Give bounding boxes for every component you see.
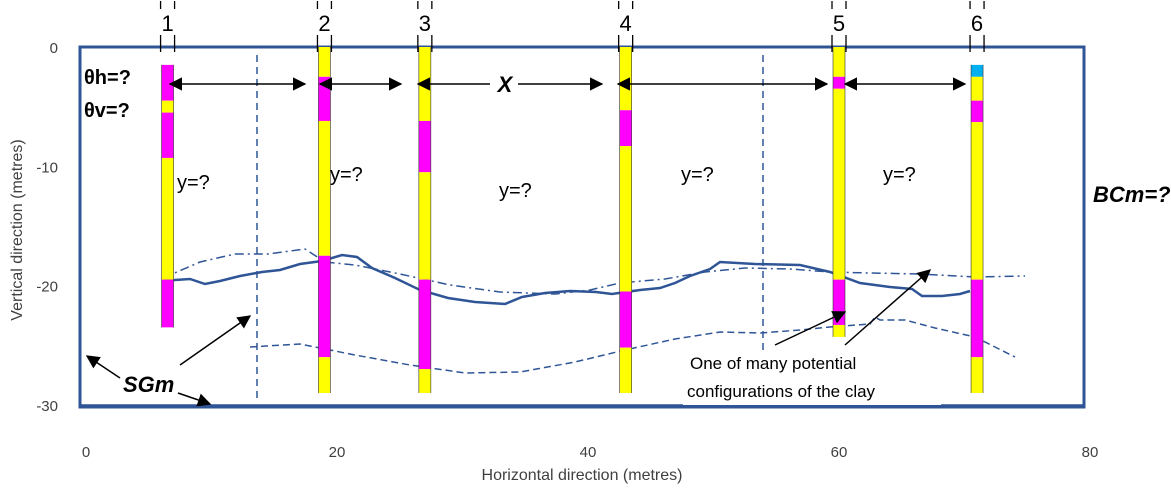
- spacing-x-label: X: [496, 72, 514, 97]
- borehole-label-background: [314, 9, 335, 35]
- boundary-condition-label: BCm=?: [1093, 182, 1171, 207]
- borehole-segment-sand: [833, 47, 845, 77]
- y-label: y=?: [330, 164, 363, 186]
- borehole-segment-clay: [318, 255, 331, 358]
- clay-contact-dashdot-line: [162, 248, 1026, 295]
- borehole-segment-clay: [833, 76, 845, 89]
- x-tick-label: 60: [831, 444, 848, 461]
- borehole-label: 1: [161, 11, 173, 36]
- x-tick-label: 0: [82, 444, 90, 461]
- borehole-3: 3: [414, 1, 435, 393]
- theta-h-label: θh=?: [84, 67, 131, 89]
- x-tick-label: 20: [329, 444, 346, 461]
- borehole-segment-sand: [161, 157, 174, 280]
- clay-config-arrow: [844, 269, 932, 346]
- y-axis-label: Vertical direction (metres): [9, 139, 26, 320]
- borehole-segment-sand: [971, 357, 984, 393]
- borehole-segment-sand: [418, 369, 431, 393]
- borehole-segment-clay: [619, 110, 632, 147]
- borehole-4: 4: [615, 1, 636, 393]
- y-label: y=?: [499, 180, 532, 202]
- y-label: y=?: [883, 164, 916, 186]
- borehole-label: 2: [318, 11, 330, 36]
- borehole-segment-clay: [161, 112, 174, 158]
- borehole-segment-clay: [619, 291, 632, 348]
- borehole-segment-sand: [318, 120, 331, 256]
- x-axis-label: Horizontal direction (metres): [482, 467, 683, 484]
- borehole-segment-sand: [318, 357, 331, 393]
- clay-contact-solid-line: [162, 253, 971, 306]
- borehole-segment-sand: [971, 122, 984, 280]
- borehole-segment-clay: [161, 279, 174, 328]
- borehole-segment-clay: [971, 100, 984, 123]
- borehole-segment-sand: [619, 47, 632, 111]
- borehole-segment-clay: [971, 279, 984, 358]
- borehole-segment-sand: [833, 88, 845, 280]
- borehole-segment-sand: [418, 172, 431, 280]
- y-tick-label: -20: [36, 279, 58, 296]
- site-frame: [78, 45, 1086, 409]
- borehole-2: 2: [314, 1, 335, 393]
- clay-config-arrow: [774, 311, 847, 346]
- borehole-segment-sand: [161, 100, 174, 113]
- borehole-1: 1: [157, 1, 178, 328]
- x-tick-labels: 0 20 40 60 80: [82, 444, 1099, 461]
- y-tick-label: -30: [36, 398, 58, 415]
- borehole-segment-clay: [418, 279, 431, 370]
- borehole-segment-water: [971, 64, 984, 77]
- borehole-6: 6: [967, 1, 988, 393]
- clay-config-label: One of many potential configurations of …: [687, 354, 876, 401]
- borehole-segment-sand: [619, 146, 632, 292]
- borehole-segment-clay: [833, 279, 845, 325]
- x-tick-label: 40: [580, 444, 597, 461]
- site-geometry-arrow: [85, 355, 121, 379]
- y-label: y=?: [681, 164, 714, 186]
- site-geometry-arrow: [179, 315, 252, 366]
- borehole-label-background: [615, 9, 636, 35]
- borehole-label-background: [157, 9, 178, 35]
- borehole-segment-sand: [833, 324, 845, 337]
- borehole-label: 4: [620, 11, 632, 36]
- borehole-segment-clay: [418, 120, 431, 173]
- borehole-segment-sand: [619, 347, 632, 393]
- y-tick-labels: 0 -10 -20 -30: [36, 40, 58, 415]
- y-label: y=?: [177, 172, 210, 194]
- y-tick-label: -10: [36, 159, 58, 176]
- borehole-5: 5: [829, 1, 849, 337]
- borehole-segment-sand: [971, 76, 984, 101]
- x-tick-label: 80: [1082, 444, 1099, 461]
- theta-v-label: θv=?: [84, 100, 130, 122]
- borehole-segment-clay: [161, 64, 174, 101]
- borehole-label-background: [414, 9, 435, 35]
- clay-config-label-background: [683, 353, 941, 405]
- borehole-segment-sand: [318, 47, 331, 77]
- boreholes-group: 1 2 3 4 5 6: [157, 1, 988, 393]
- site-geometry-label: SGm: [123, 372, 174, 397]
- borehole-label: 5: [833, 11, 845, 36]
- borehole-label: 3: [419, 11, 431, 36]
- site-geometry-arrow: [177, 392, 212, 407]
- borehole-label: 6: [971, 11, 983, 36]
- borehole-label-background: [967, 9, 988, 35]
- borehole-label-background: [829, 9, 849, 35]
- y-tick-label: 0: [50, 40, 58, 57]
